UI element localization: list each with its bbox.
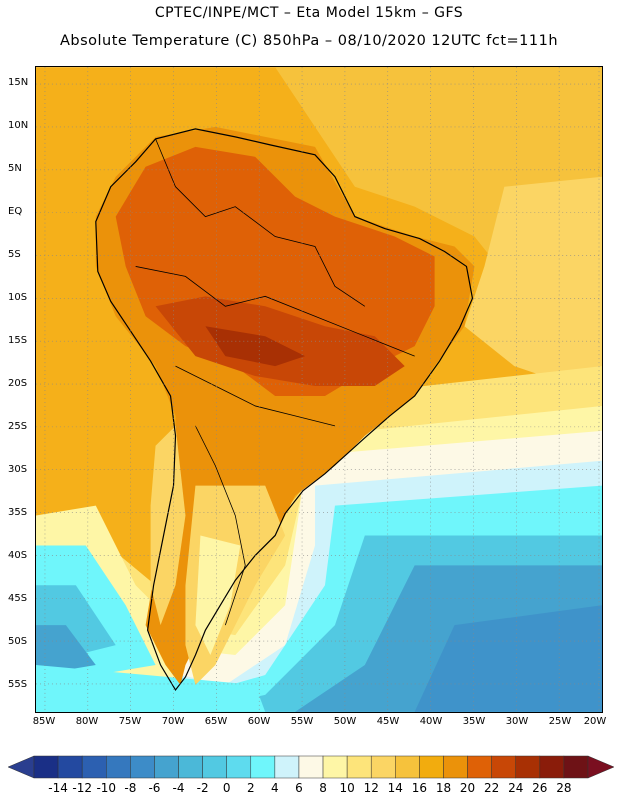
colorbar-label: 6 bbox=[295, 781, 303, 795]
lon-label-40w: 40W bbox=[419, 716, 443, 727]
colorbar-swatch bbox=[202, 755, 227, 779]
colorbar-label: 28 bbox=[556, 781, 572, 795]
lon-label-70w: 70W bbox=[161, 716, 185, 727]
colorbar-label: -6 bbox=[148, 781, 161, 795]
lon-label-45w: 45W bbox=[376, 716, 400, 727]
colorbar-swatch bbox=[395, 755, 420, 779]
temperature-map[interactable] bbox=[35, 66, 603, 713]
map-title-line2: Absolute Temperature (C) 850hPa – 08/10/… bbox=[59, 33, 559, 49]
lon-label-50w: 50W bbox=[333, 716, 357, 727]
lat-label-10n: 10N bbox=[8, 120, 29, 131]
colorbar-label: -4 bbox=[172, 781, 185, 795]
colorbar-swatch bbox=[57, 755, 83, 779]
lat-label-15n: 15N bbox=[8, 77, 29, 88]
colorbar-swatch bbox=[226, 755, 252, 779]
patagonia-lightyellow bbox=[195, 535, 241, 656]
colorbar-swatch bbox=[250, 755, 276, 779]
lon-label-85w: 85W bbox=[32, 716, 56, 727]
country-border-4 bbox=[195, 425, 246, 626]
colorbar-swatch bbox=[298, 755, 324, 779]
country-border-1 bbox=[155, 138, 366, 307]
colorbar-swatch bbox=[346, 755, 372, 779]
lon-label-55w: 55W bbox=[290, 716, 314, 727]
country-border-2 bbox=[135, 266, 415, 357]
andes-cool bbox=[150, 425, 186, 626]
colorbar-swatch bbox=[563, 755, 589, 779]
lat-label-50s: 50S bbox=[8, 636, 28, 647]
colorbar-label: -2 bbox=[196, 781, 209, 795]
colorbar-label: 8 bbox=[319, 781, 327, 795]
colorbar-label: 4 bbox=[271, 781, 279, 795]
lon-label-60w: 60W bbox=[247, 716, 271, 727]
lon-label-75w: 75W bbox=[118, 716, 142, 727]
colorbar-label: 24 bbox=[508, 781, 524, 795]
colorbar-extend-low bbox=[8, 755, 35, 779]
colorbar-label: 18 bbox=[435, 781, 452, 795]
colorbar-label: -14 bbox=[48, 781, 68, 795]
colorbar-label: 12 bbox=[363, 781, 379, 795]
colorbar-swatch bbox=[515, 755, 541, 779]
lat-label-25s: 25S bbox=[8, 421, 28, 432]
lat-label-45s: 45S bbox=[8, 593, 28, 604]
lat-label-30s: 30S bbox=[8, 464, 28, 475]
colorbar-label: 26 bbox=[532, 781, 548, 795]
coastline bbox=[95, 128, 474, 691]
colorbar-swatch bbox=[322, 755, 348, 779]
map-panel bbox=[35, 66, 603, 713]
colorbar-label: 2 bbox=[246, 781, 255, 795]
lon-label-30w: 30W bbox=[505, 716, 529, 727]
country-border-3 bbox=[175, 365, 336, 427]
colorbar-label: 20 bbox=[459, 781, 476, 795]
lon-label-20w: 20W bbox=[583, 716, 607, 727]
lat-label-5s: 5S bbox=[8, 249, 21, 260]
lat-label-40s: 40S bbox=[8, 550, 28, 561]
drake-cyan bbox=[36, 665, 266, 712]
colorbar bbox=[8, 755, 614, 779]
colorbar-swatch bbox=[178, 755, 203, 779]
colorbar-swatch bbox=[419, 755, 444, 779]
map-title-line1: CPTEC/INPE/MCT – Eta Model 15km – GFS bbox=[154, 5, 464, 21]
lat-label-20s: 20S bbox=[8, 378, 28, 389]
colorbar-label: 14 bbox=[387, 781, 403, 795]
south-atlantic-blue3 bbox=[414, 605, 602, 712]
colorbar-swatch bbox=[443, 755, 468, 779]
colorbar-swatch bbox=[81, 755, 107, 779]
colorbar-swatch bbox=[130, 755, 155, 779]
colorbar-label: -12 bbox=[72, 781, 92, 795]
hot-core bbox=[205, 326, 306, 367]
lon-label-35w: 35W bbox=[462, 716, 486, 727]
colorbar-swatch bbox=[106, 755, 131, 779]
colorbar-swatch bbox=[154, 755, 179, 779]
colorbar-swatch bbox=[467, 755, 492, 779]
lat-label-10s: 10S bbox=[8, 292, 28, 303]
colorbar-label: 22 bbox=[484, 781, 500, 795]
colorbar-swatch bbox=[539, 755, 565, 779]
colorbar-swatch bbox=[370, 755, 396, 779]
lat-label-15s: 15S bbox=[8, 335, 28, 346]
lat-label-55s: 55S bbox=[8, 679, 28, 690]
lat-label-35s: 35S bbox=[8, 507, 28, 518]
colorbar-swatch bbox=[274, 755, 300, 779]
lon-label-80w: 80W bbox=[75, 716, 99, 727]
graticule bbox=[36, 67, 602, 712]
lon-label-65w: 65W bbox=[204, 716, 228, 727]
colorbar-label: 10 bbox=[339, 781, 355, 795]
colorbar-extend-high bbox=[587, 755, 614, 779]
colorbar-label: -10 bbox=[96, 781, 117, 795]
colorbar-label: 16 bbox=[411, 781, 428, 795]
lat-label-eq: EQ bbox=[8, 206, 23, 217]
lat-label-5n: 5N bbox=[8, 163, 22, 174]
colorbar-swatch bbox=[491, 755, 516, 779]
lon-label-25w: 25W bbox=[548, 716, 572, 727]
south-pacific-blue2 bbox=[36, 625, 96, 675]
colorbar-label: 0 bbox=[222, 781, 231, 795]
colorbar-label: -8 bbox=[124, 781, 137, 795]
colorbar-swatch bbox=[33, 755, 59, 779]
